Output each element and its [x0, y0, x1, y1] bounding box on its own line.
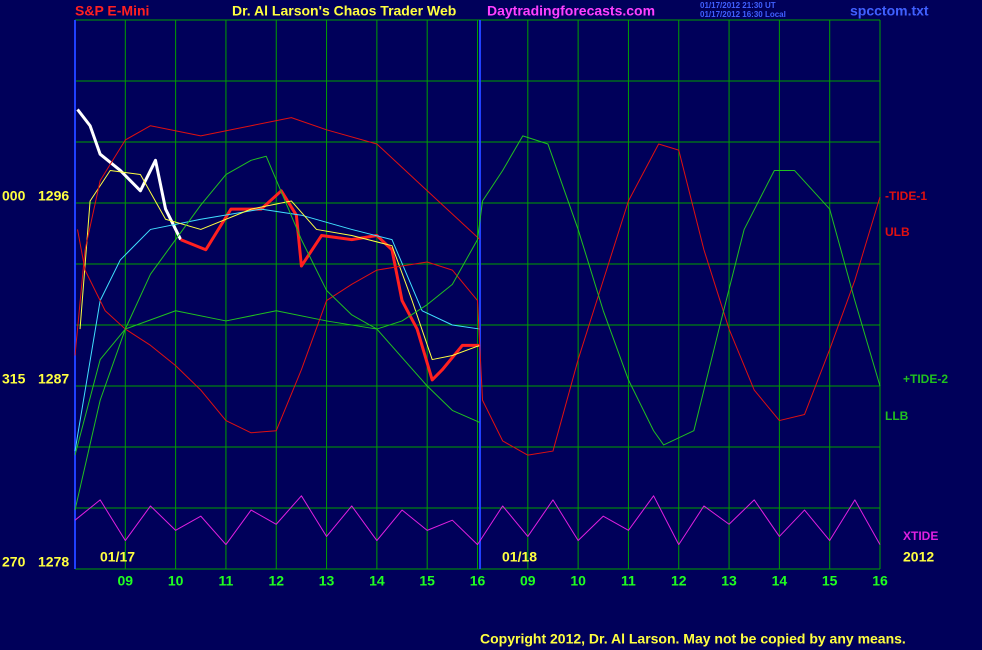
- x-tick-label: 13: [319, 573, 335, 589]
- x-tick-label: 10: [570, 573, 586, 589]
- cycle-label: 315: [2, 371, 26, 387]
- y-tick-label: 1287: [38, 371, 69, 387]
- copyright: Copyright 2012, Dr. Al Larson. May not b…: [480, 631, 906, 647]
- series-label: LLB: [885, 409, 909, 423]
- series-line: [74, 495, 881, 546]
- file-label: spcctom.txt: [850, 3, 929, 19]
- series-label: -TIDE-1: [885, 189, 927, 203]
- x-tick-label: 09: [520, 573, 536, 589]
- x-tick-label: 12: [671, 573, 687, 589]
- series-label: XTIDE: [903, 529, 938, 543]
- y-tick-label: 1278: [38, 554, 69, 570]
- market-label: S&P E-Mini: [75, 3, 149, 19]
- cycle-label: 000: [2, 188, 26, 204]
- series-label: +TIDE-2: [903, 372, 948, 386]
- x-tick-label: 14: [772, 573, 788, 589]
- series-label: ULB: [885, 225, 910, 239]
- x-tick-label: 14: [369, 573, 385, 589]
- timestamp: 01/17/2012 16:30 Local: [700, 10, 786, 19]
- x-tick-label: 11: [621, 573, 636, 589]
- series-line: [77, 143, 881, 456]
- x-tick-label: 09: [118, 573, 134, 589]
- cycle-label: 270: [2, 554, 26, 570]
- x-tick-label: 12: [268, 573, 284, 589]
- y-tick-label: 1296: [38, 188, 69, 204]
- x-tick-label: 15: [419, 573, 435, 589]
- series-line: [79, 169, 481, 361]
- date-label: 2012: [903, 549, 934, 565]
- x-tick-label: 13: [721, 573, 737, 589]
- timestamp: 01/17/2012 21:30 UT: [700, 1, 776, 10]
- series-line: [74, 208, 481, 452]
- series-line: [74, 135, 881, 511]
- chart-title: Dr. Al Larson's Chaos Trader Web: [232, 3, 456, 19]
- x-tick-label: 16: [872, 573, 888, 589]
- series-line: [76, 108, 183, 241]
- site-label: Daytradingforecasts.com: [487, 3, 655, 19]
- date-label: 01/18: [502, 549, 537, 565]
- x-tick-label: 11: [219, 573, 234, 589]
- x-tick-label: 16: [470, 573, 486, 589]
- series-line: [74, 310, 481, 456]
- series-line: [74, 117, 481, 356]
- plot-area: [74, 19, 881, 570]
- x-tick-label: 15: [822, 573, 838, 589]
- x-tick-label: 10: [168, 573, 184, 589]
- date-label: 01/17: [100, 549, 135, 565]
